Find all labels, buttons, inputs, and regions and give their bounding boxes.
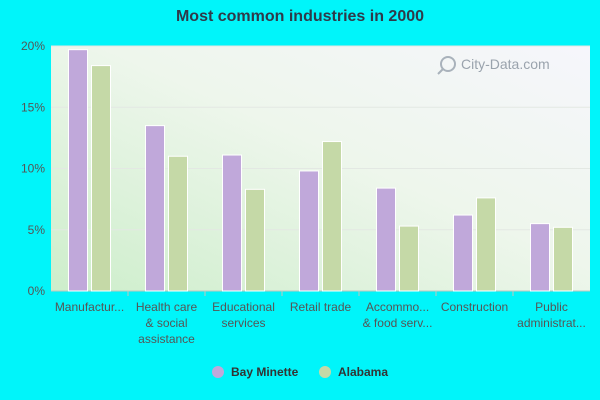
- x-tick-label-line: Manufactur...: [55, 300, 124, 314]
- bar-bay-minette: [145, 125, 165, 292]
- x-tick-label-line: services: [221, 316, 265, 330]
- bar-alabama: [168, 155, 188, 292]
- x-tick-label-line: Health care: [136, 300, 198, 314]
- x-tick-label-line: Retail trade: [290, 300, 352, 314]
- bar-alabama: [476, 197, 496, 292]
- bar-bay-minette: [530, 223, 550, 292]
- bar-bay-minette: [222, 154, 242, 292]
- x-tick-label: Public administrat...: [517, 300, 586, 330]
- bars: [68, 49, 573, 292]
- bar-bay-minette: [68, 49, 88, 292]
- x-tick-label: Construction: [441, 300, 508, 314]
- x-tick-label-line: & social: [145, 316, 187, 330]
- x-tick-label-line: Educational: [212, 300, 275, 314]
- bar-bay-minette: [376, 187, 396, 292]
- bar-alabama: [91, 65, 111, 292]
- y-tick-label: 0%: [28, 284, 46, 298]
- x-tick-label-line: assistance: [138, 332, 195, 346]
- y-axis-ticks: 0% 5% 10% 15% 20%: [21, 39, 45, 298]
- bar-bay-minette: [453, 214, 473, 292]
- legend-swatch-bay-minette: [212, 366, 224, 378]
- x-tick-label: Manufactur...: [55, 300, 124, 314]
- watermark: City-Data.com: [437, 56, 550, 75]
- x-tick-label-line: administrat...: [517, 316, 586, 330]
- x-tick-label-line: Public: [535, 300, 568, 314]
- y-tick-label: 10%: [21, 162, 45, 176]
- x-tick-label-line: Construction: [441, 300, 508, 314]
- legend-swatch-alabama: [319, 366, 331, 378]
- y-tick-label: 5%: [28, 223, 46, 237]
- bar-alabama: [245, 188, 265, 292]
- y-tick-label: 20%: [21, 39, 45, 53]
- bar-alabama: [399, 225, 419, 292]
- bar-bay-minette: [299, 170, 319, 292]
- bar-alabama: [322, 141, 342, 292]
- y-tick-label: 15%: [21, 100, 45, 114]
- watermark-magnifier-icon: [440, 56, 456, 72]
- legend-label-alabama: Alabama: [338, 365, 388, 379]
- bar-alabama: [553, 226, 573, 292]
- chart-title: Most common industries in 2000: [175, 8, 425, 25]
- x-tick-label-line: & food serv...: [363, 316, 433, 330]
- legend: Bay Minette Alabama: [212, 365, 388, 379]
- x-tick-label-line: Accommo...: [366, 300, 429, 314]
- x-tick-label: Retail trade: [290, 300, 352, 314]
- x-axis-labels: Manufactur... Health care & social assistan…: [55, 300, 586, 346]
- x-tick-label: Health care & social assistance: [136, 300, 198, 346]
- x-tick-label: Educational services: [212, 300, 275, 330]
- watermark-magnifier-handle: [437, 68, 444, 75]
- gridlines: [51, 45, 590, 296]
- watermark-text: City-Data.com: [461, 56, 550, 72]
- legend-label-bay-minette: Bay Minette: [231, 365, 299, 379]
- x-tick-label: Accommo... & food serv...: [363, 300, 433, 330]
